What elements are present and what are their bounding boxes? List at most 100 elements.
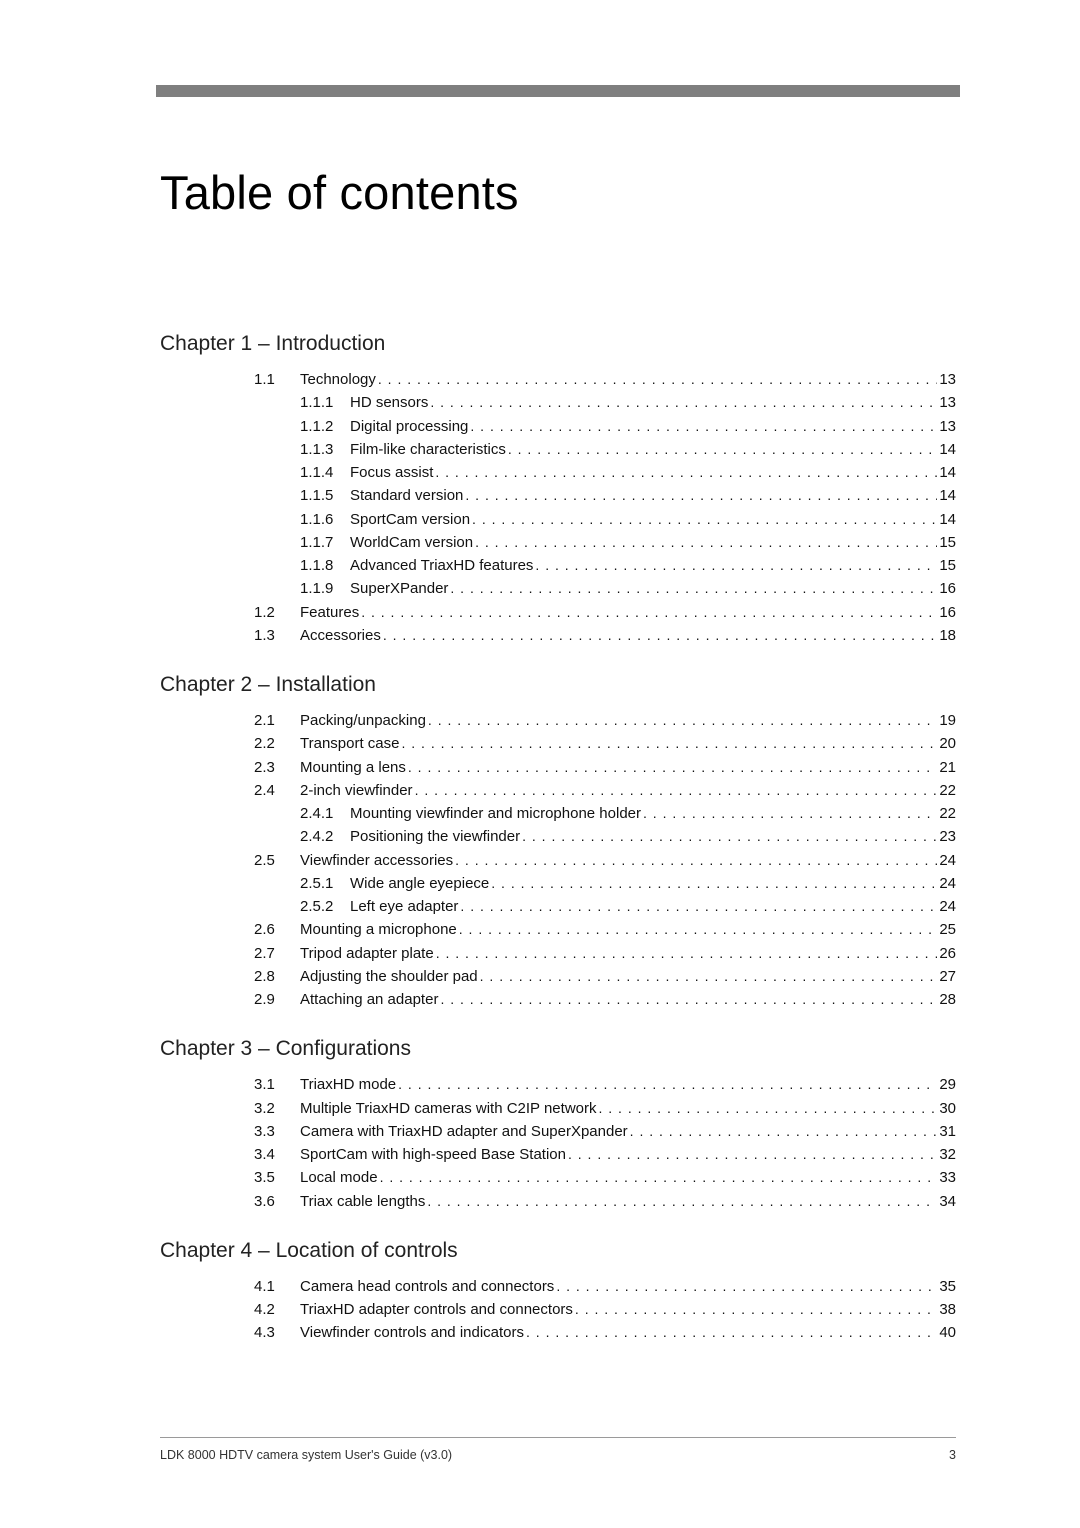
entry-page: 29 [937, 1073, 956, 1096]
leader-dots [533, 554, 937, 577]
entry-label: Accessories [300, 624, 381, 647]
toc-entry[interactable]: 2.42-inch viewfinder22 [160, 779, 956, 802]
toc-entry[interactable]: 2.8Adjusting the shoulder pad27 [160, 965, 956, 988]
toc-entry[interactable]: 1.1.3Film-like characteristics14 [160, 438, 956, 461]
toc-entry[interactable]: 4.1Camera head controls and connectors35 [160, 1275, 956, 1298]
toc-entry[interactable]: 1.1.4Focus assist14 [160, 461, 956, 484]
entry-label: Viewfinder accessories [300, 849, 453, 872]
entry-number: 3.3 [254, 1120, 300, 1143]
leader-dots [489, 872, 937, 895]
toc-entry[interactable]: 2.7Tripod adapter plate26 [160, 942, 956, 965]
leader-dots [413, 779, 938, 802]
entry-number: 1.3 [254, 624, 300, 647]
leader-dots [458, 895, 937, 918]
toc-entry[interactable]: 1.1.5Standard version14 [160, 484, 956, 507]
leader-dots [628, 1120, 938, 1143]
leader-dots [506, 438, 937, 461]
toc-entry[interactable]: 3.1TriaxHD mode29 [160, 1073, 956, 1096]
entry-page: 16 [937, 601, 956, 624]
entry-number: 3.1 [254, 1073, 300, 1096]
toc-entry[interactable]: 3.3Camera with TriaxHD adapter and Super… [160, 1120, 956, 1143]
chapter-heading: Chapter 2 – Installation [160, 673, 956, 697]
entry-label: Positioning the viewfinder [350, 825, 520, 848]
entry-number: 1.1.8 [300, 554, 350, 577]
entry-number: 3.5 [254, 1166, 300, 1189]
toc-entry[interactable]: 2.4.1Mounting viewfinder and microphone … [160, 802, 956, 825]
toc-entry[interactable]: 1.1.2Digital processing13 [160, 415, 956, 438]
entry-label: SportCam with high-speed Base Station [300, 1143, 566, 1166]
toc-container: Chapter 1 – Introduction1.1Technology131… [160, 332, 956, 1345]
toc-entry[interactable]: 2.6Mounting a microphone25 [160, 918, 956, 941]
entry-page: 26 [937, 942, 956, 965]
toc-entry[interactable]: 1.2Features16 [160, 601, 956, 624]
toc-entry[interactable]: 1.1.7WorldCam version15 [160, 531, 956, 554]
entry-label: Technology [300, 368, 376, 391]
toc-entry[interactable]: 1.1.1HD sensors13 [160, 391, 956, 414]
entry-number: 2.4 [254, 779, 300, 802]
entry-label: HD sensors [350, 391, 428, 414]
page-title: Table of contents [160, 165, 956, 220]
entry-page: 24 [937, 849, 956, 872]
footer-left-text: LDK 8000 HDTV camera system User's Guide… [160, 1448, 452, 1462]
toc-entry[interactable]: 4.2TriaxHD adapter controls and connecto… [160, 1298, 956, 1321]
toc-entry[interactable]: 3.4SportCam with high-speed Base Station… [160, 1143, 956, 1166]
leader-dots [573, 1298, 937, 1321]
entry-page: 24 [937, 872, 956, 895]
entry-number: 2.4.1 [300, 802, 350, 825]
entry-label: Multiple TriaxHD cameras with C2IP netwo… [300, 1097, 596, 1120]
toc-entry[interactable]: 2.5.2Left eye adapter24 [160, 895, 956, 918]
chapter-heading: Chapter 1 – Introduction [160, 332, 956, 356]
entry-number: 2.1 [254, 709, 300, 732]
toc-entry[interactable]: 2.4.2Positioning the viewfinder23 [160, 825, 956, 848]
leader-dots [641, 802, 937, 825]
entry-label: Digital processing [350, 415, 468, 438]
entry-page: 19 [937, 709, 956, 732]
entry-number: 2.5 [254, 849, 300, 872]
footer-page-number: 3 [949, 1448, 956, 1462]
toc-entry[interactable]: 3.6Triax cable lengths34 [160, 1190, 956, 1213]
entry-page: 14 [937, 484, 956, 507]
entry-page: 23 [937, 825, 956, 848]
entry-label: Camera with TriaxHD adapter and SuperXpa… [300, 1120, 628, 1143]
entry-number: 1.1.4 [300, 461, 350, 484]
entry-page: 32 [937, 1143, 956, 1166]
toc-entry[interactable]: 1.1.9SuperXPander16 [160, 577, 956, 600]
toc-entry[interactable]: 1.1Technology13 [160, 368, 956, 391]
entry-label: Attaching an adapter [300, 988, 438, 1011]
toc-entry[interactable]: 1.1.8Advanced TriaxHD features15 [160, 554, 956, 577]
toc-entry[interactable]: 2.5.1Wide angle eyepiece24 [160, 872, 956, 895]
entry-number: 4.3 [254, 1321, 300, 1344]
entry-number: 1.1.5 [300, 484, 350, 507]
leader-dots [524, 1321, 937, 1344]
entry-label: TriaxHD adapter controls and connectors [300, 1298, 573, 1321]
chapter-heading: Chapter 4 – Location of controls [160, 1239, 956, 1263]
toc-entry[interactable]: 4.3Viewfinder controls and indicators40 [160, 1321, 956, 1344]
toc-entry[interactable]: 2.1Packing/unpacking19 [160, 709, 956, 732]
entry-label: SuperXPander [350, 577, 448, 600]
toc-entry[interactable]: 2.5Viewfinder accessories 24 [160, 849, 956, 872]
entry-page: 15 [937, 531, 956, 554]
toc-list: 4.1Camera head controls and connectors35… [160, 1275, 956, 1345]
toc-entry[interactable]: 2.9Attaching an adapter 28 [160, 988, 956, 1011]
entry-page: 16 [937, 577, 956, 600]
entry-number: 1.1.1 [300, 391, 350, 414]
entry-page: 13 [937, 415, 956, 438]
page: Table of contents Chapter 1 – Introducti… [0, 0, 1080, 1528]
chapter-heading: Chapter 3 – Configurations [160, 1037, 956, 1061]
leader-dots [381, 624, 937, 647]
entry-page: 24 [937, 895, 956, 918]
entry-label: Camera head controls and connectors [300, 1275, 554, 1298]
leader-dots [406, 756, 937, 779]
toc-entry[interactable]: 3.5Local mode33 [160, 1166, 956, 1189]
entry-page: 25 [937, 918, 956, 941]
entry-label: Viewfinder controls and indicators [300, 1321, 524, 1344]
toc-entry[interactable]: 1.3Accessories18 [160, 624, 956, 647]
toc-entry[interactable]: 2.3Mounting a lens21 [160, 756, 956, 779]
toc-entry[interactable]: 3.2Multiple TriaxHD cameras with C2IP ne… [160, 1097, 956, 1120]
entry-number: 1.1.3 [300, 438, 350, 461]
entry-number: 2.9 [254, 988, 300, 1011]
toc-entry[interactable]: 2.2Transport case20 [160, 732, 956, 755]
page-footer: LDK 8000 HDTV camera system User's Guide… [160, 1437, 956, 1462]
toc-entry[interactable]: 1.1.6SportCam version14 [160, 508, 956, 531]
entry-page: 28 [937, 988, 956, 1011]
